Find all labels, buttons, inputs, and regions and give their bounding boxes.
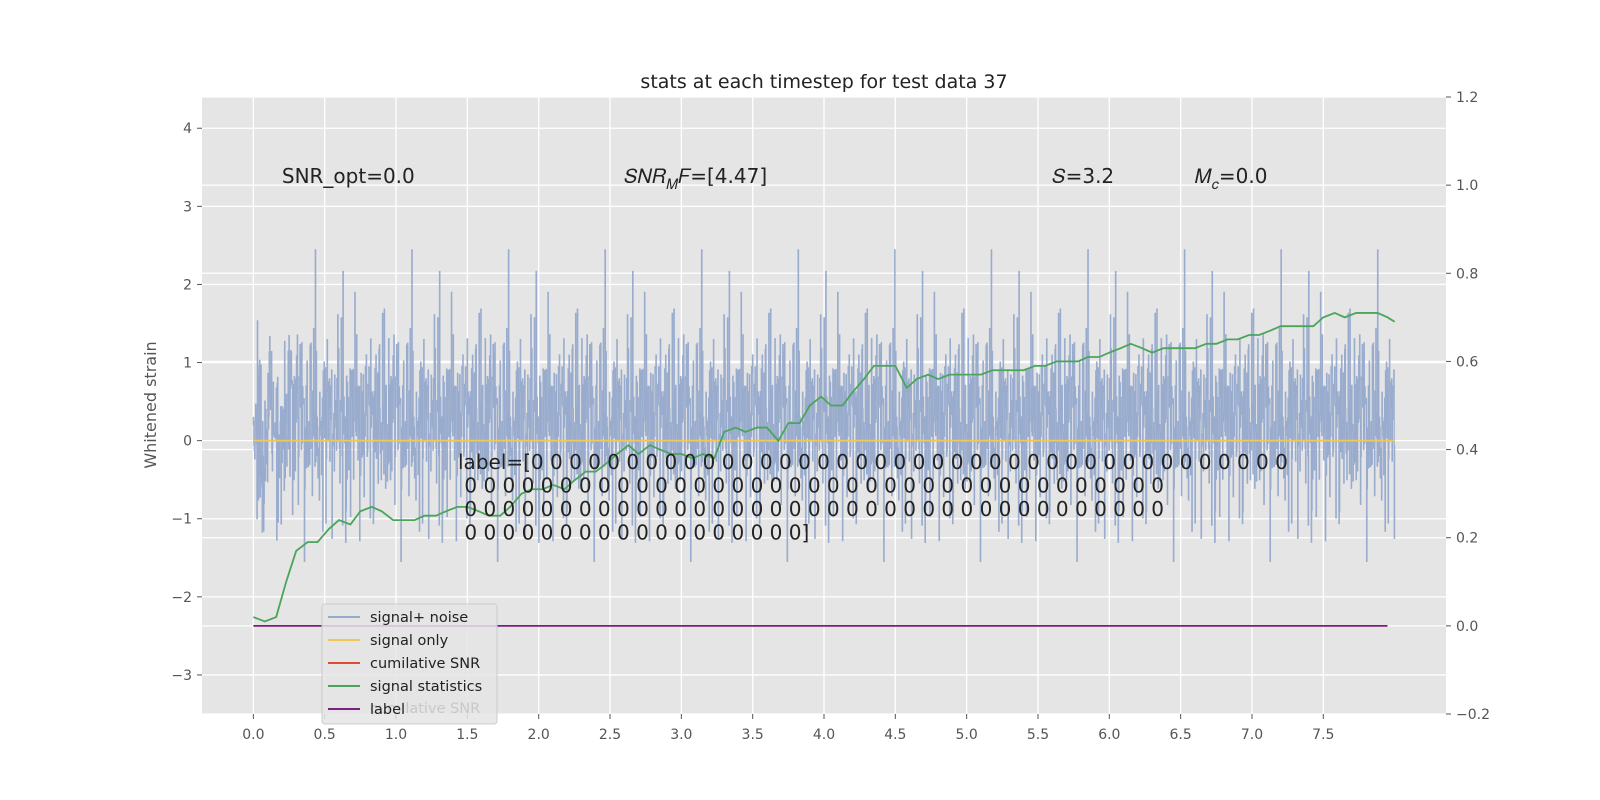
legend-entry: cumilative SNR <box>370 656 480 672</box>
x-tick-label: 5.0 <box>956 727 978 743</box>
y-tick-label-right: 0.8 <box>1456 266 1478 282</box>
legend-entry: signal+ noise <box>370 610 468 626</box>
x-tick-label: 1.5 <box>456 727 478 743</box>
x-tick-label: 2.5 <box>599 727 621 743</box>
y-tick-label-left: −2 <box>171 590 192 606</box>
label-text-line: 0 0 0 0 0 0 0 0 0 0 0 0 0 0 0 0 0 0 0 0 … <box>458 474 1164 498</box>
annotations: SNR_opt=0.0 𝑆𝑁𝑅𝑀𝐹=[4.47] 𝑆=3.2 𝑀𝑐=0.0 <box>282 164 1268 193</box>
label-text-line: 0 0 0 0 0 0 0 0 0 0 0 0 0 0 0 0 0 0 0 0 … <box>458 497 1164 521</box>
series-signal-noise <box>252 249 1396 562</box>
y-tick-label-left: −1 <box>171 512 192 528</box>
chart-title: stats at each timestep for test data 37 <box>640 71 1007 93</box>
annotation-part: SNR_opt=0.0 <box>282 164 415 188</box>
legend-entry: signal only <box>370 633 449 649</box>
label-text-line: 0 0 0 0 0 0 0 0 0 0 0 0 0 0 0 0 0 0] <box>458 521 809 545</box>
annotation-part: 𝑆=3.2 <box>1052 164 1114 188</box>
annotation: SNR_opt=0.0 <box>282 164 415 188</box>
y-tick-label-right: 0.6 <box>1456 354 1478 370</box>
series-line-signal-statistics <box>253 311 1396 623</box>
x-tick-label: 0.5 <box>314 727 336 743</box>
label-text-block: label=[0 0 0 0 0 0 0 0 0 0 0 0 0 0 0 0 0… <box>458 450 1288 545</box>
legend-box <box>321 603 498 725</box>
y-tick-label-left: 1 <box>183 356 192 372</box>
label-text-line: label=[0 0 0 0 0 0 0 0 0 0 0 0 0 0 0 0 0… <box>458 450 1288 474</box>
legend: cumilative SNR signal+ noise signal only cu… <box>321 603 498 725</box>
y-tick-label-left: 3 <box>183 199 192 215</box>
y-tick-label-left: 2 <box>183 277 192 293</box>
annotation: 𝑀𝑐=0.0 <box>1195 164 1268 193</box>
y-tick-label-right: 0.2 <box>1456 531 1478 547</box>
annotation-part: =0.0 <box>1219 164 1268 188</box>
x-tick-label: 7.5 <box>1312 727 1334 743</box>
annotation-part: 𝐹=[4.47] <box>678 164 767 188</box>
x-tick-label: 6.5 <box>1170 727 1192 743</box>
x-tick-label: 3.0 <box>670 727 692 743</box>
x-tick-label: 4.0 <box>813 727 835 743</box>
annotation-subscript: 𝑀 <box>666 177 678 193</box>
x-tick-label: 6.0 <box>1098 727 1120 743</box>
signal-noise-line <box>252 249 1396 562</box>
x-tick-label: 4.5 <box>884 727 906 743</box>
annotation-subscript: 𝑐 <box>1212 177 1219 193</box>
y-tick-label-right: −0.2 <box>1456 707 1490 723</box>
y-tick-label-right: 0.4 <box>1456 443 1478 459</box>
legend-ghost-entry: cumilative SNR <box>370 701 480 717</box>
x-tick-label: 2.0 <box>528 727 550 743</box>
annotation-part: 𝑆𝑁𝑅 <box>624 164 666 188</box>
y-tick-label-left: 4 <box>183 121 192 137</box>
y-tick-label-right: 0.0 <box>1456 619 1478 635</box>
annotation-part: 𝑀 <box>1195 164 1212 188</box>
x-tick-label: 1.0 <box>385 727 407 743</box>
x-tick-label: 0.0 <box>242 727 264 743</box>
y-tick-label-left: −3 <box>171 668 192 684</box>
y-axis-label: Whitened strain <box>141 341 160 468</box>
legend-entry: label <box>370 702 405 718</box>
y-tick-label-right: 1.2 <box>1456 90 1478 106</box>
legend-entry: signal statistics <box>370 679 482 695</box>
y-tick-label-left: 0 <box>183 434 192 450</box>
y-axis-right: −0.2 0.0 0.2 0.4 0.6 0.8 1.0 1.2 <box>1446 90 1490 723</box>
y-tick-label-right: 1.0 <box>1456 178 1478 194</box>
annotation: 𝑆=3.2 <box>1052 164 1114 188</box>
annotation: 𝑆𝑁𝑅𝑀𝐹=[4.47] <box>624 164 767 193</box>
x-axis: 0.0 0.5 1.0 1.5 2.0 2.5 3.0 3.5 4.0 4.5 5.0 5.5 6.0 6… <box>242 714 1334 743</box>
x-tick-label: 3.5 <box>742 727 764 743</box>
x-tick-label: 5.5 <box>1027 727 1049 743</box>
x-tick-label: 7.0 <box>1241 727 1263 743</box>
y-axis-left: −3 −2 −1 0 1 2 3 4 <box>171 121 202 684</box>
